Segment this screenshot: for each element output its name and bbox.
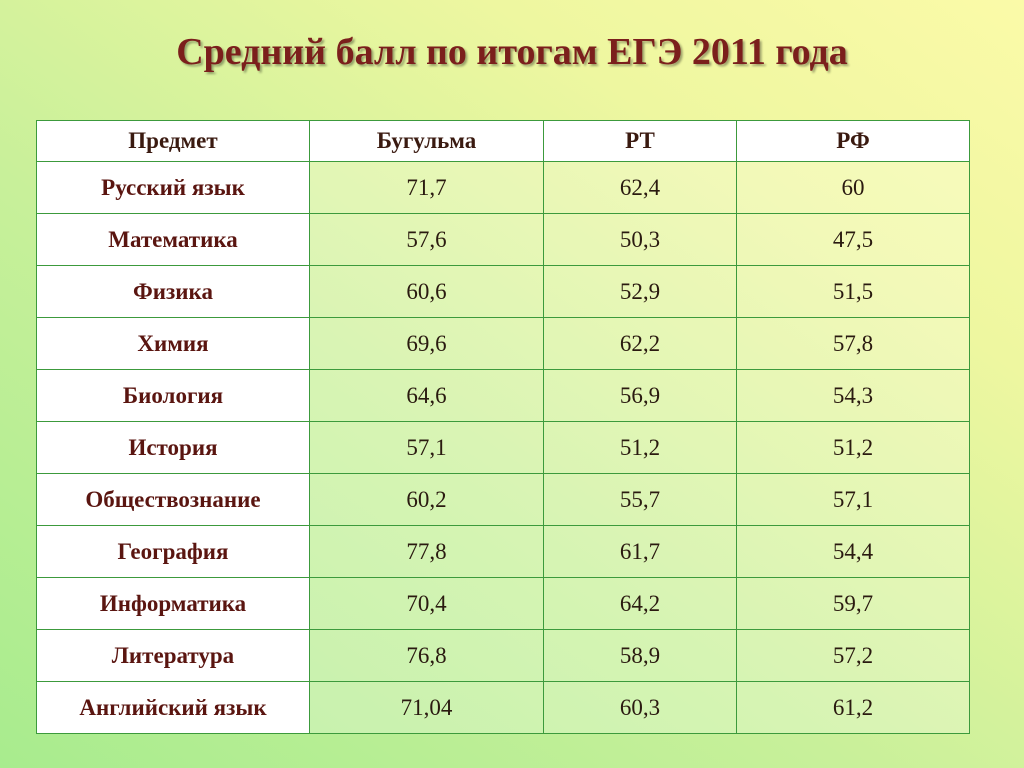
table-row: Биология 64,6 56,9 54,3 <box>36 369 970 422</box>
subject-cell: Физика <box>36 265 310 318</box>
table-row: География 77,8 61,7 54,4 <box>36 525 970 578</box>
table-row: Химия 69,6 62,2 57,8 <box>36 317 970 370</box>
score-cell: 47,5 <box>736 213 970 266</box>
score-table: Предмет Бугульма РТ РФ Русский язык 71,7 62,4… <box>36 120 970 734</box>
score-cell: 69,6 <box>309 317 544 370</box>
score-cell: 61,2 <box>736 681 970 734</box>
score-cell: 70,4 <box>309 577 544 630</box>
table-row: История 57,1 51,2 51,2 <box>36 421 970 474</box>
score-cell: 52,9 <box>543 265 737 318</box>
column-header: РФ <box>736 120 970 162</box>
score-cell: 56,9 <box>543 369 737 422</box>
header-row: Предмет Бугульма РТ РФ <box>36 120 970 162</box>
score-cell: 77,8 <box>309 525 544 578</box>
subject-cell: Химия <box>36 317 310 370</box>
score-cell: 57,8 <box>736 317 970 370</box>
table-row: Информатика 70,4 64,2 59,7 <box>36 577 970 630</box>
column-header: Бугульма <box>309 120 544 162</box>
score-cell: 54,4 <box>736 525 970 578</box>
score-cell: 60,6 <box>309 265 544 318</box>
score-cell: 51,5 <box>736 265 970 318</box>
score-cell: 64,2 <box>543 577 737 630</box>
score-cell: 57,6 <box>309 213 544 266</box>
score-cell: 62,4 <box>543 161 737 214</box>
score-cell: 54,3 <box>736 369 970 422</box>
table-row: Обществознание 60,2 55,7 57,1 <box>36 473 970 526</box>
score-cell: 57,1 <box>736 473 970 526</box>
score-cell: 60 <box>736 161 970 214</box>
score-cell: 50,3 <box>543 213 737 266</box>
table-body: Русский язык 71,7 62,4 60 Математика 57,6 50,3… <box>36 161 970 734</box>
subject-cell: Обществознание <box>36 473 310 526</box>
subject-cell: История <box>36 421 310 474</box>
column-header: Предмет <box>36 120 310 162</box>
score-cell: 61,7 <box>543 525 737 578</box>
score-cell: 57,2 <box>736 629 970 682</box>
subject-cell: Биология <box>36 369 310 422</box>
score-cell: 62,2 <box>543 317 737 370</box>
score-cell: 71,7 <box>309 161 544 214</box>
slide-title: Средний балл по итогам ЕГЭ 2011 года <box>176 31 848 73</box>
table-row: Русский язык 71,7 62,4 60 <box>36 161 970 214</box>
score-cell: 76,8 <box>309 629 544 682</box>
subject-cell: Информатика <box>36 577 310 630</box>
table-row: Математика 57,6 50,3 47,5 <box>36 213 970 266</box>
score-cell: 60,3 <box>543 681 737 734</box>
score-cell: 58,9 <box>543 629 737 682</box>
score-cell: 60,2 <box>309 473 544 526</box>
score-cell: 51,2 <box>736 421 970 474</box>
subject-cell: Английский язык <box>36 681 310 734</box>
subject-cell: Литература <box>36 629 310 682</box>
column-header: РТ <box>543 120 737 162</box>
score-cell: 71,04 <box>309 681 544 734</box>
score-cell: 51,2 <box>543 421 737 474</box>
table-row: Литература 76,8 58,9 57,2 <box>36 629 970 682</box>
table-row: Английский язык 71,04 60,3 61,2 <box>36 681 970 734</box>
score-cell: 55,7 <box>543 473 737 526</box>
score-cell: 64,6 <box>309 369 544 422</box>
subject-cell: География <box>36 525 310 578</box>
score-cell: 57,1 <box>309 421 544 474</box>
score-cell: 59,7 <box>736 577 970 630</box>
subject-cell: Математика <box>36 213 310 266</box>
table-row: Физика 60,6 52,9 51,5 <box>36 265 970 318</box>
subject-cell: Русский язык <box>36 161 310 214</box>
